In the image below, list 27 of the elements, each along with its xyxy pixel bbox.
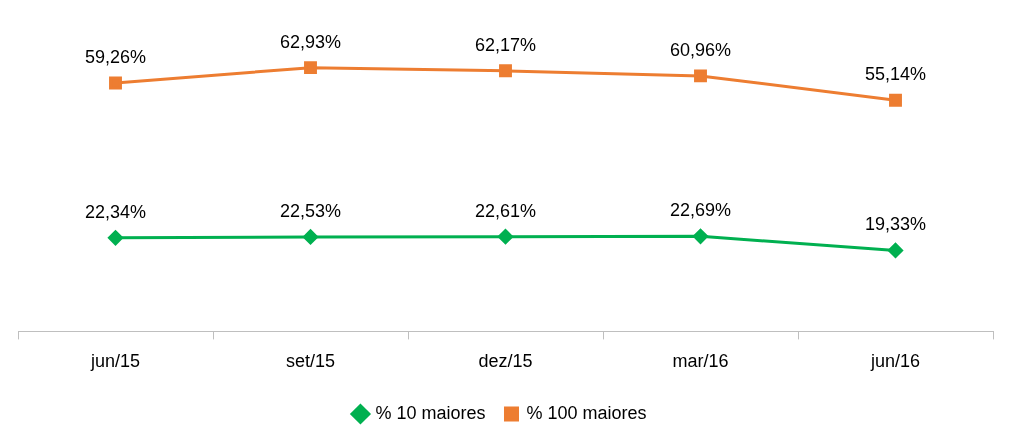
point [303,229,318,245]
x-tick-label: jun/16 [869,351,921,372]
point [693,228,708,244]
x-tick-label: mar/16 [672,351,729,372]
point [498,229,513,245]
point [499,64,512,78]
data-label: 22,69% [669,200,732,221]
x-tick-label: dez/15 [478,351,533,372]
data-label: 22,34% [84,201,147,222]
legend-label: % 100 maiores [526,402,647,423]
point [304,61,317,75]
point [694,69,707,83]
point [108,230,123,246]
data-label: 60,96% [669,39,732,60]
point [109,76,122,90]
data-label: 55,14% [864,64,927,85]
point [889,93,902,107]
data-label: 22,61% [474,200,537,221]
legend-label: % 10 maiores [375,402,486,423]
point [888,242,903,258]
data-label: 22,53% [279,200,342,221]
data-label: 62,93% [279,31,342,52]
x-tick-label: jun/15 [89,351,141,372]
x-tick-label: set/15 [285,351,336,372]
data-label: 59,26% [84,46,147,67]
data-label: 62,17% [474,34,537,55]
data-label: 19,33% [864,214,927,235]
